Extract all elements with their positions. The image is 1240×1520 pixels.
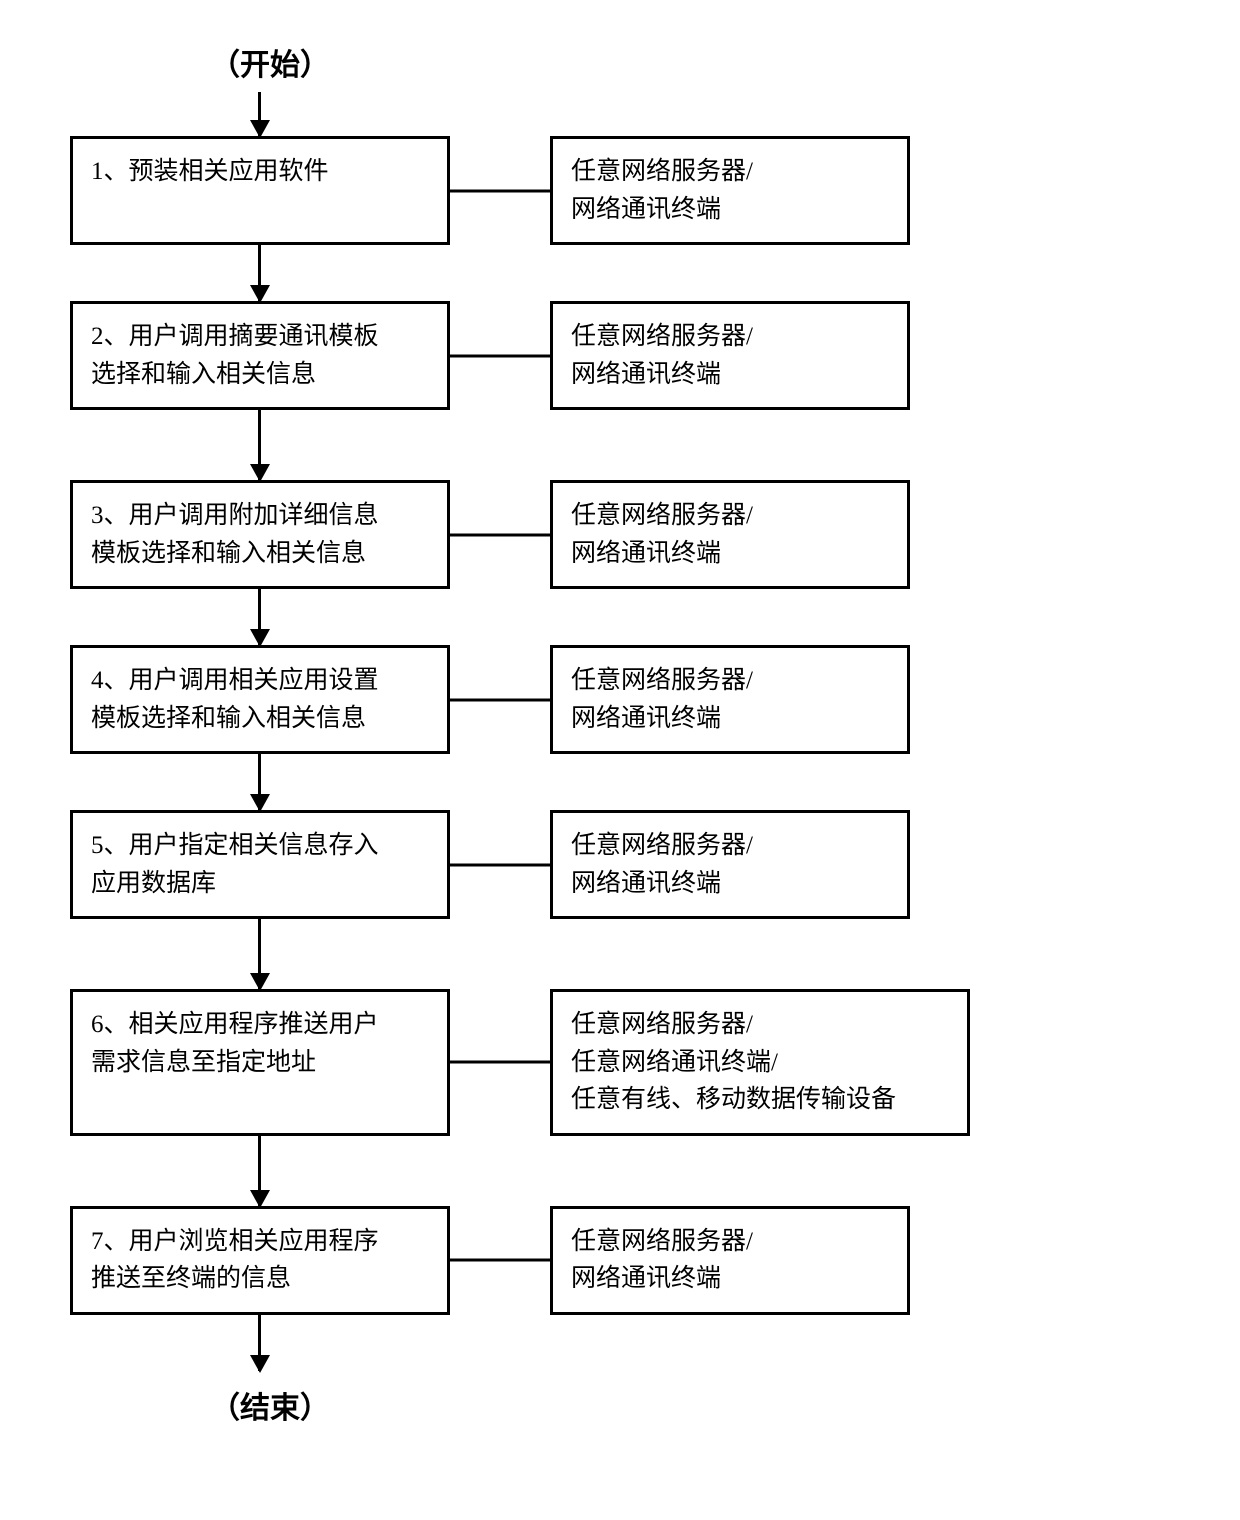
actor-box-7: 任意网络服务器/网络通讯终端 bbox=[550, 1206, 910, 1315]
arrow-6-7 bbox=[258, 1136, 261, 1206]
actor-box-2: 任意网络服务器/网络通讯终端 bbox=[550, 301, 910, 410]
step-box-1: 1、预装相关应用软件 bbox=[70, 136, 450, 245]
step-row-5: 5、用户指定相关信息存入应用数据库 任意网络服务器/网络通讯终端 bbox=[70, 810, 1170, 919]
actor-box-4: 任意网络服务器/网络通讯终端 bbox=[550, 645, 910, 754]
step-box-7: 7、用户浏览相关应用程序推送至终端的信息 bbox=[70, 1206, 450, 1315]
arrow-5-6 bbox=[258, 919, 261, 989]
step-box-3: 3、用户调用附加详细信息模板选择和输入相关信息 bbox=[70, 480, 450, 589]
end-terminal: （结束） bbox=[210, 1383, 1170, 1427]
actor-box-1: 任意网络服务器/网络通讯终端 bbox=[550, 136, 910, 245]
actor-box-3: 任意网络服务器/网络通讯终端 bbox=[550, 480, 910, 589]
step-row-2: 2、用户调用摘要通讯模板选择和输入相关信息 任意网络服务器/网络通讯终端 bbox=[70, 301, 1170, 410]
step-box-2: 2、用户调用摘要通讯模板选择和输入相关信息 bbox=[70, 301, 450, 410]
flowchart-container: （开始） 1、预装相关应用软件 任意网络服务器/网络通讯终端 2、用户调用摘要通… bbox=[70, 40, 1170, 1427]
actor-box-6: 任意网络服务器/任意网络通讯终端/任意有线、移动数据传输设备 bbox=[550, 989, 970, 1136]
arrow-3-4 bbox=[258, 589, 261, 645]
step-box-5: 5、用户指定相关信息存入应用数据库 bbox=[70, 810, 450, 919]
arrow-4-5 bbox=[258, 754, 261, 810]
actor-box-5: 任意网络服务器/网络通讯终端 bbox=[550, 810, 910, 919]
step-box-6: 6、相关应用程序推送用户需求信息至指定地址 bbox=[70, 989, 450, 1136]
start-terminal: （开始） bbox=[210, 40, 1170, 84]
arrow-7-end bbox=[258, 1315, 261, 1371]
step-row-6: 6、相关应用程序推送用户需求信息至指定地址 任意网络服务器/任意网络通讯终端/任… bbox=[70, 989, 1170, 1136]
step-row-1: 1、预装相关应用软件 任意网络服务器/网络通讯终端 bbox=[70, 136, 1170, 245]
arrow-1-2 bbox=[258, 245, 261, 301]
step-row-4: 4、用户调用相关应用设置模板选择和输入相关信息 任意网络服务器/网络通讯终端 bbox=[70, 645, 1170, 754]
step-row-3: 3、用户调用附加详细信息模板选择和输入相关信息 任意网络服务器/网络通讯终端 bbox=[70, 480, 1170, 589]
arrow-2-3 bbox=[258, 410, 261, 480]
arrow-start bbox=[258, 92, 261, 136]
step-row-7: 7、用户浏览相关应用程序推送至终端的信息 任意网络服务器/网络通讯终端 bbox=[70, 1206, 1170, 1315]
step-box-4: 4、用户调用相关应用设置模板选择和输入相关信息 bbox=[70, 645, 450, 754]
